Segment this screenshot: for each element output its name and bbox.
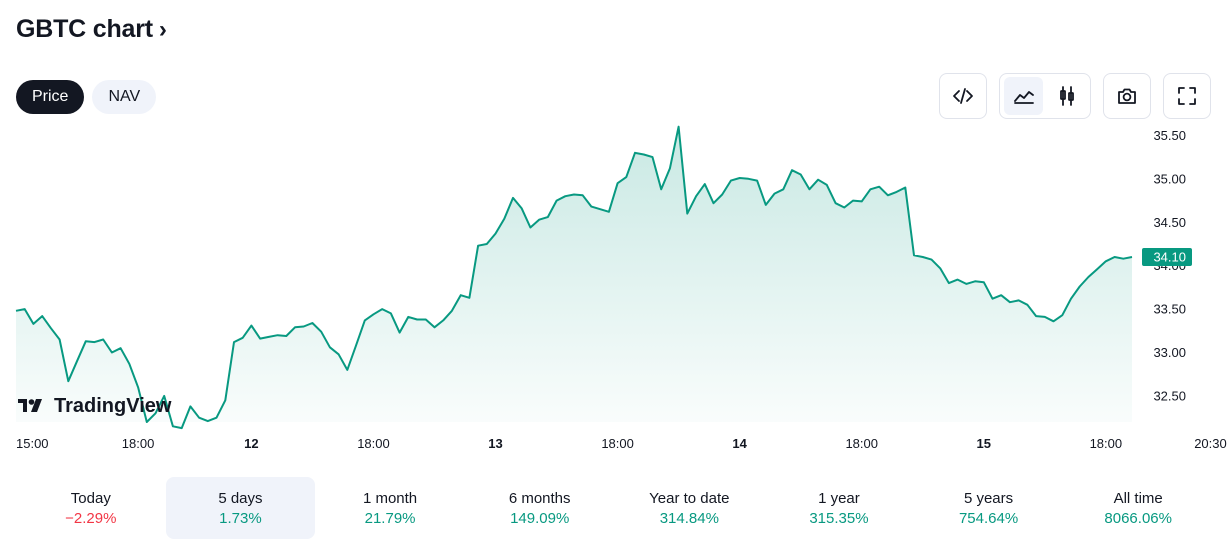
chart-mode-tabs: Price NAV <box>16 80 157 114</box>
x-tick-label: 12 <box>244 436 258 451</box>
y-tick-label: 33.00 <box>1153 345 1186 360</box>
tab-price[interactable]: Price <box>16 80 85 114</box>
period-7[interactable]: All time 8066.06% <box>1063 477 1213 539</box>
y-tick-label: 34.50 <box>1153 215 1186 230</box>
period-label: 1 year <box>818 489 860 507</box>
period-2[interactable]: 1 month 21.79% <box>315 477 465 539</box>
last-price-badge <box>1142 248 1192 266</box>
y-tick-label: 32.50 <box>1153 388 1186 403</box>
chart-style-toggle <box>999 73 1091 119</box>
last-price-value: 34.10 <box>1153 250 1186 265</box>
page-title-text: GBTC chart <box>16 14 153 43</box>
period-label: 5 days <box>218 489 263 507</box>
x-tick-label: 15 <box>977 436 991 451</box>
fullscreen-icon <box>1178 87 1196 105</box>
period-label: 6 months <box>508 489 571 507</box>
tradingview-wordmark: TradingView <box>54 395 172 417</box>
y-tick-label: 35.00 <box>1153 171 1186 186</box>
candle-style-button[interactable] <box>1047 77 1086 115</box>
period-change: −2.29% <box>65 509 117 527</box>
x-tick-label: 18:00 <box>601 436 634 451</box>
period-6[interactable]: 5 years 754.64% <box>914 477 1064 539</box>
period-label: All time <box>1113 489 1163 507</box>
area-chart-icon <box>1013 91 1034 104</box>
page-title[interactable]: GBTC chart › <box>16 14 167 44</box>
fullscreen-button[interactable] <box>1163 73 1211 119</box>
period-label: 1 month <box>362 489 418 507</box>
tradingview-icon <box>18 399 42 412</box>
x-axis: 15:00 18:00 12 18:00 13 18:00 14 18:00 15 18:00 20… <box>16 436 1227 451</box>
tradingview-logo[interactable]: TradingView <box>18 395 172 417</box>
period-4[interactable]: Year to date 314.84% <box>615 477 765 539</box>
period-label: Today <box>70 489 111 507</box>
period-1[interactable]: 5 days 1.73% <box>165 477 316 539</box>
period-change: 8066.06% <box>1104 509 1172 527</box>
period-selector: Today −2.29% 5 days 1.73% 1 month 21.79% 6 mon… <box>16 477 1213 539</box>
y-tick-label: 35.50 <box>1153 128 1186 143</box>
x-tick-label: 18:00 <box>1090 436 1123 451</box>
screenshot-button[interactable] <box>1103 73 1151 119</box>
period-change: 149.09% <box>510 509 570 527</box>
x-tick-label: 14 <box>732 436 747 451</box>
period-change: 754.64% <box>958 509 1019 527</box>
price-area-fill <box>16 126 1132 429</box>
x-tick-label: 18:00 <box>845 436 878 451</box>
x-tick-label: 18:00 <box>357 436 390 451</box>
embed-button[interactable] <box>939 73 987 119</box>
period-5[interactable]: 1 year 315.35% <box>764 477 914 539</box>
price-line <box>15 125 1133 430</box>
period-label: 5 years <box>963 489 1014 507</box>
area-style-button[interactable] <box>1004 77 1043 115</box>
x-tick-label: 13 <box>488 436 502 451</box>
code-icon <box>953 88 973 104</box>
tab-nav[interactable]: NAV <box>92 80 157 114</box>
period-change: 1.73% <box>219 509 262 527</box>
x-tick-label: 18:00 <box>122 436 155 451</box>
period-label: Year to date <box>649 489 730 507</box>
chart-toolbar <box>939 73 1211 119</box>
period-change: 314.84% <box>659 509 719 527</box>
period-0[interactable]: Today −2.29% <box>16 477 166 539</box>
period-change: 315.35% <box>809 509 869 527</box>
x-tick-label: 15:00 <box>16 436 49 451</box>
y-tick-label: 33.50 <box>1153 302 1186 317</box>
chevron-right-icon: › <box>158 16 167 43</box>
candlestick-icon <box>1059 86 1074 106</box>
x-tick-label: 20:30 <box>1194 436 1227 451</box>
last-price-label: 34.10 <box>1142 248 1192 266</box>
period-3[interactable]: 6 months 149.09% <box>465 477 615 539</box>
period-change: 21.79% <box>364 509 416 527</box>
camera-icon <box>1118 88 1136 104</box>
